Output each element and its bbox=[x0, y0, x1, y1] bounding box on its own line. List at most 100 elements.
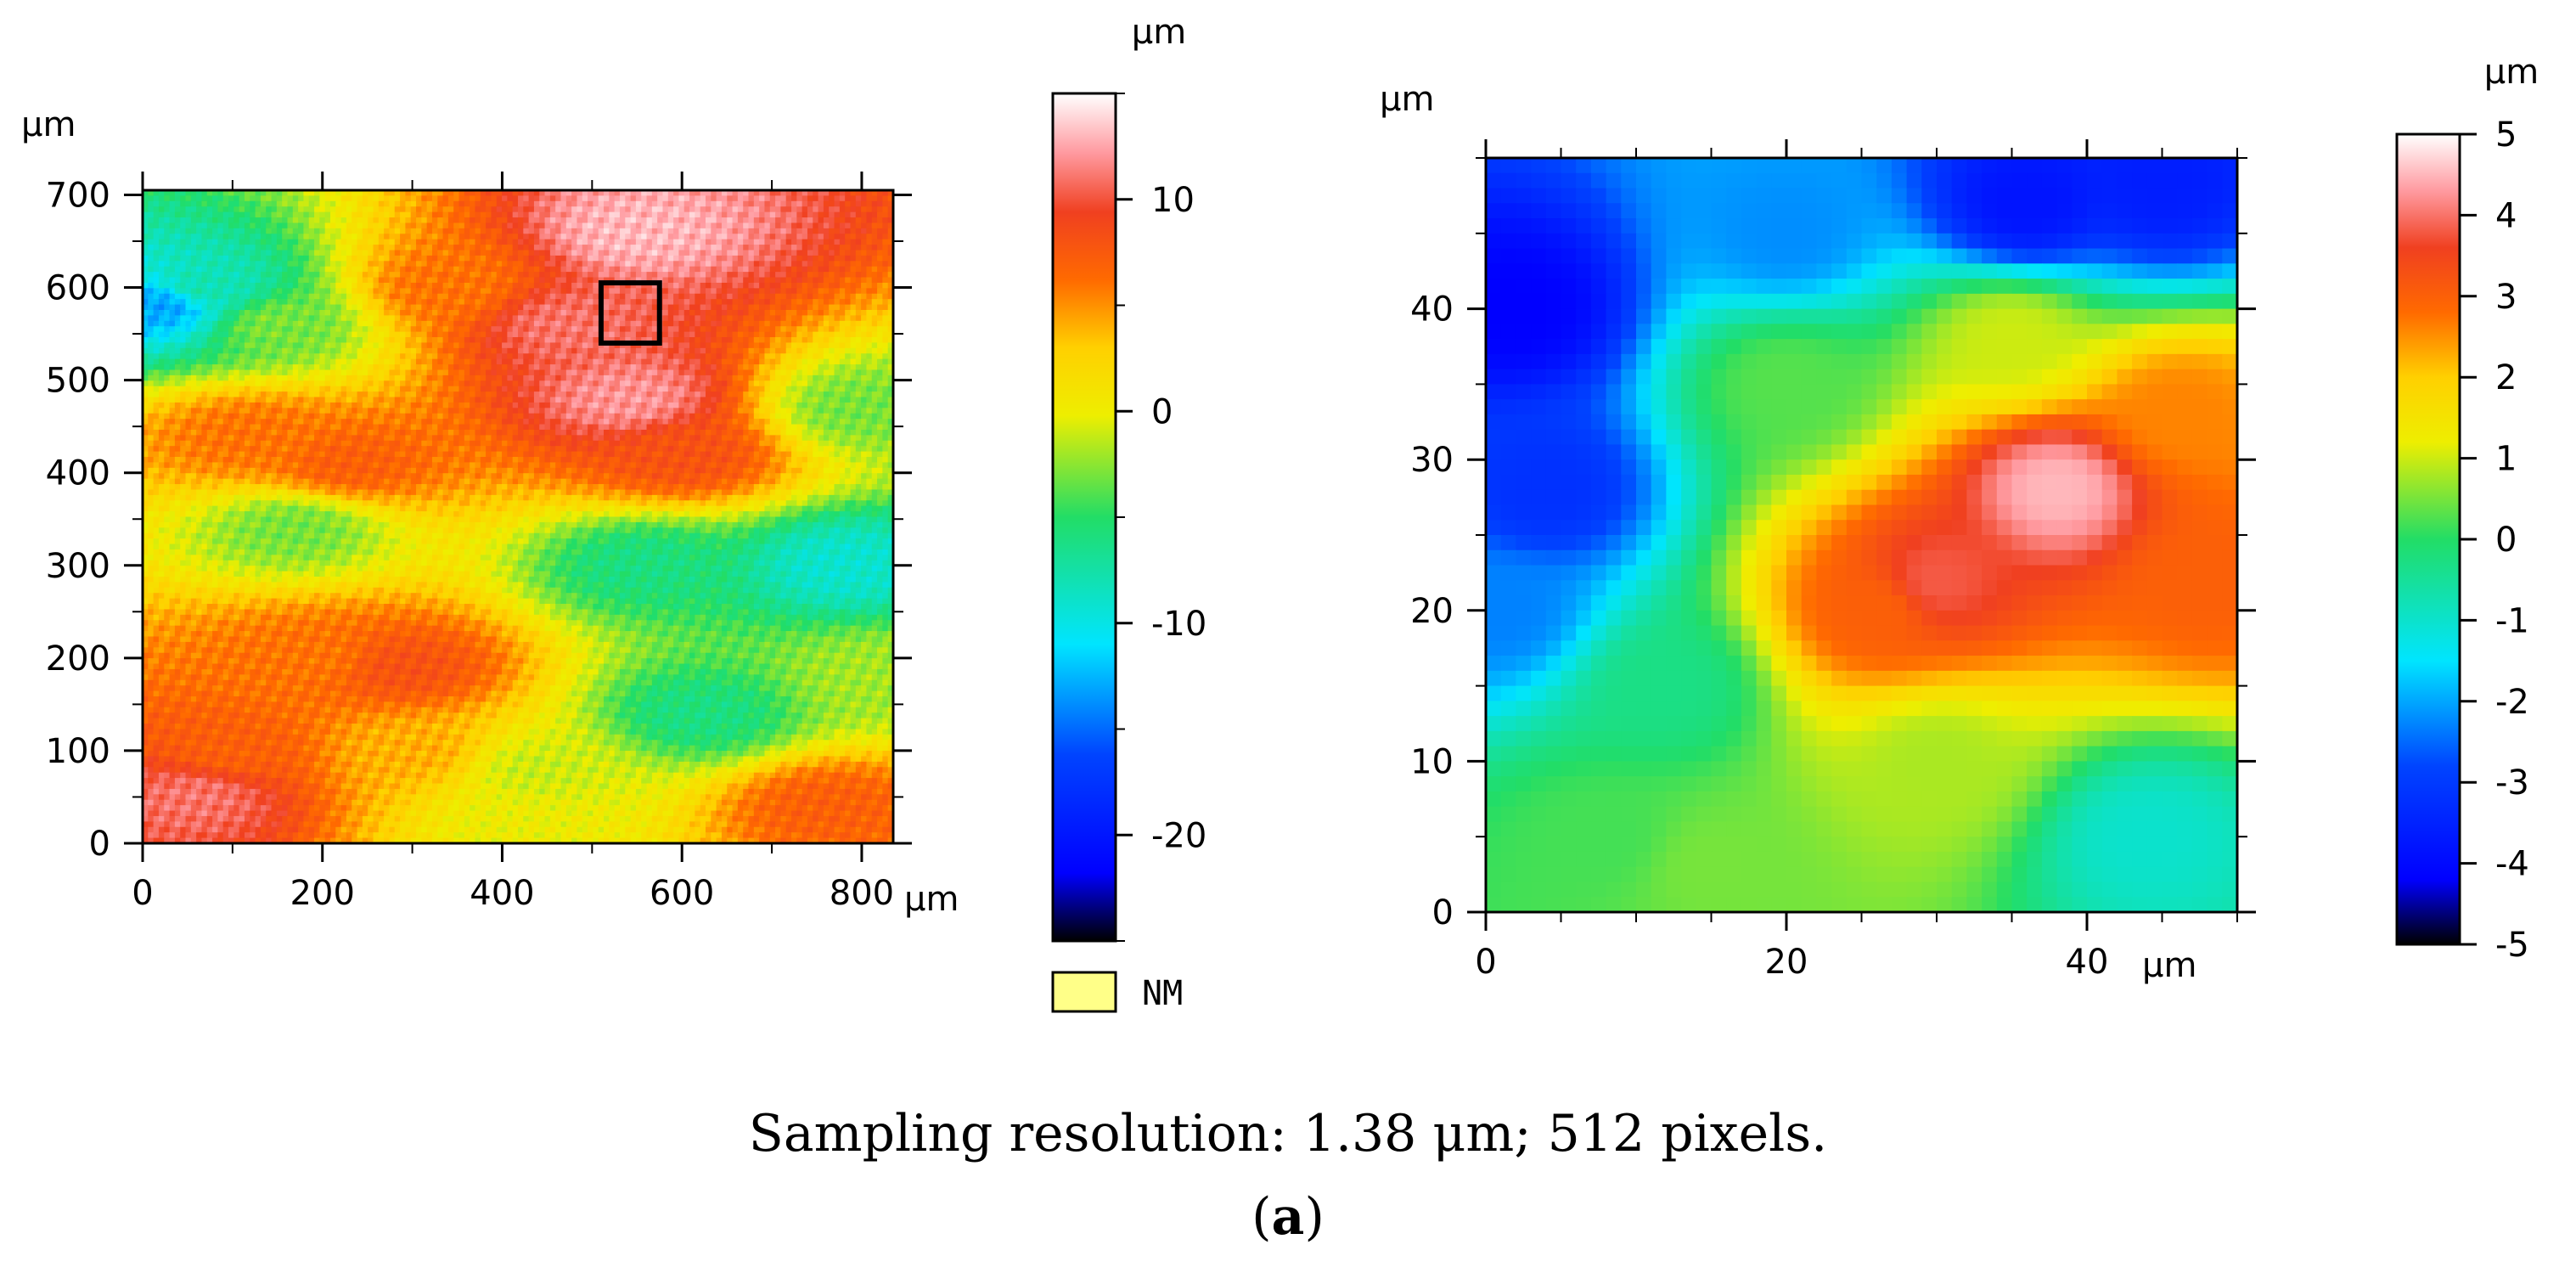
heatmap-cell bbox=[754, 283, 760, 289]
heatmap-cell bbox=[749, 206, 755, 212]
heatmap-cell bbox=[368, 245, 374, 251]
heatmap-cell bbox=[309, 272, 315, 278]
heatmap-cell bbox=[427, 261, 433, 267]
heatmap-cell bbox=[282, 288, 288, 294]
heatmap-cell bbox=[486, 267, 492, 273]
heatmap-cell bbox=[518, 195, 524, 201]
heatmap-cell bbox=[330, 305, 336, 311]
heatmap-cell bbox=[684, 250, 690, 256]
heatmap-cell bbox=[379, 234, 385, 239]
heatmap-cell bbox=[840, 239, 846, 245]
heatmap-cell bbox=[335, 206, 341, 212]
heatmap-cell bbox=[647, 206, 653, 212]
heatmap-cell bbox=[727, 201, 733, 207]
heatmap-cell bbox=[314, 228, 320, 234]
heatmap-cell bbox=[620, 256, 626, 262]
heatmap-cell bbox=[314, 261, 320, 267]
heatmap-cell bbox=[518, 272, 524, 278]
heatmap-cell bbox=[749, 294, 755, 300]
heatmap-cell bbox=[657, 217, 663, 223]
heatmap-cell bbox=[277, 283, 283, 289]
heatmap-cell bbox=[550, 212, 556, 218]
heatmap-cell bbox=[791, 278, 797, 284]
heatmap-cell bbox=[813, 212, 818, 218]
heatmap-cell bbox=[566, 228, 572, 234]
heatmap-cell bbox=[186, 278, 192, 284]
heatmap-cell bbox=[223, 239, 229, 245]
heatmap-cell bbox=[421, 299, 427, 305]
heatmap-cell bbox=[743, 195, 749, 201]
heatmap-cell bbox=[475, 222, 481, 228]
heatmap-cell bbox=[818, 283, 824, 289]
heatmap-cell bbox=[609, 201, 615, 207]
heatmap-cell bbox=[754, 239, 760, 245]
heatmap-cell bbox=[593, 261, 599, 267]
heatmap-cell bbox=[186, 239, 192, 245]
heatmap-cell bbox=[700, 195, 706, 201]
heatmap-cell bbox=[845, 222, 851, 228]
heatmap-cell bbox=[303, 288, 309, 294]
heatmap-cell bbox=[154, 206, 160, 212]
heatmap-cell bbox=[534, 228, 540, 234]
heatmap-cell bbox=[470, 256, 475, 262]
heatmap-cell bbox=[481, 245, 487, 251]
heatmap-cell bbox=[352, 212, 357, 218]
heatmap-cell bbox=[791, 228, 797, 234]
heatmap-cell bbox=[775, 250, 781, 256]
heatmap-cell bbox=[196, 294, 202, 300]
heatmap-cell bbox=[620, 228, 626, 234]
heatmap-cell bbox=[464, 267, 470, 273]
heatmap-cell bbox=[261, 250, 267, 256]
heatmap-cell bbox=[256, 212, 262, 218]
heatmap-cell bbox=[759, 272, 765, 278]
heatmap-cell bbox=[374, 195, 380, 201]
heatmap-cell bbox=[807, 294, 813, 300]
heatmap-cell bbox=[754, 305, 760, 311]
heatmap-cell bbox=[416, 195, 422, 201]
heatmap-cell bbox=[824, 288, 830, 294]
heatmap-cell bbox=[427, 212, 433, 218]
heatmap-cell bbox=[427, 195, 433, 201]
heatmap-cell bbox=[191, 195, 197, 201]
heatmap-cell bbox=[207, 278, 213, 284]
heatmap-cell bbox=[486, 261, 492, 267]
heatmap-cell bbox=[277, 250, 283, 256]
heatmap-cell bbox=[647, 272, 653, 278]
heatmap-cell bbox=[866, 234, 872, 239]
heatmap-cell bbox=[518, 283, 524, 289]
heatmap-cell bbox=[684, 283, 690, 289]
heatmap-cell bbox=[154, 256, 160, 262]
heatmap-cell bbox=[513, 245, 519, 251]
heatmap-cell bbox=[293, 228, 299, 234]
heatmap-cell bbox=[555, 272, 561, 278]
heatmap-cell bbox=[786, 299, 792, 305]
heatmap-cell bbox=[250, 256, 256, 262]
heatmap-cell bbox=[609, 267, 615, 273]
heatmap-cell bbox=[620, 217, 626, 223]
heatmap-cell bbox=[513, 212, 519, 218]
heatmap-cell bbox=[780, 294, 786, 300]
heatmap-cell bbox=[882, 206, 888, 212]
heatmap-cell bbox=[513, 217, 519, 223]
heatmap-cell bbox=[582, 256, 588, 262]
heatmap-cell bbox=[459, 294, 465, 300]
heatmap-cell bbox=[786, 278, 792, 284]
heatmap-cell bbox=[877, 228, 883, 234]
heatmap-cell bbox=[277, 222, 283, 228]
heatmap-cell bbox=[330, 245, 336, 251]
heatmap-cell bbox=[861, 261, 867, 267]
heatmap-cell bbox=[164, 228, 170, 234]
heatmap-cell bbox=[652, 272, 658, 278]
heatmap-cell bbox=[695, 267, 700, 273]
heatmap-cell bbox=[159, 239, 165, 245]
heatmap-cell bbox=[277, 288, 283, 294]
heatmap-cell bbox=[374, 261, 380, 267]
heatmap-cell bbox=[872, 239, 878, 245]
heatmap-cell bbox=[695, 261, 700, 267]
heatmap-cell bbox=[374, 228, 380, 234]
heatmap-cell bbox=[802, 222, 808, 228]
heatmap-cell bbox=[588, 288, 593, 294]
heatmap-cell bbox=[577, 234, 582, 239]
heatmap-cell bbox=[615, 305, 621, 311]
heatmap-cell bbox=[770, 294, 776, 300]
